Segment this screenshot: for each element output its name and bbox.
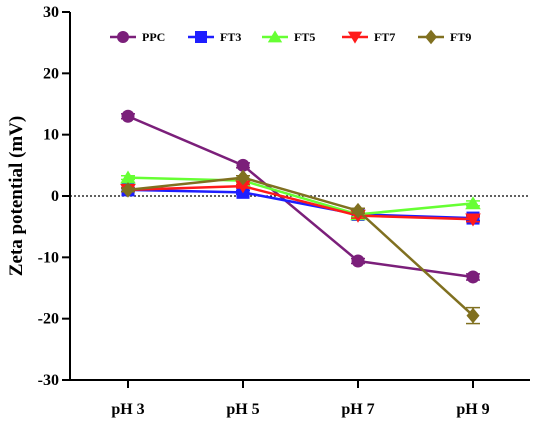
y-tick-label: 0 <box>51 188 59 205</box>
legend-label-ft9: FT9 <box>450 30 471 44</box>
legend-marker-ft5 <box>267 30 283 43</box>
series-ppc <box>121 109 480 284</box>
series-line-ft9 <box>127 176 474 317</box>
y-axis-title: Zeta potential (mV) <box>6 116 27 276</box>
y-tick-label: -30 <box>38 372 59 389</box>
series-layer <box>120 109 481 325</box>
legend-label-ft3: FT3 <box>220 30 241 44</box>
y-tick-label: -20 <box>38 311 59 328</box>
data-point-ft5 <box>465 196 481 210</box>
data-point-ft9 <box>351 202 365 219</box>
data-point-ft9 <box>466 307 480 324</box>
data-point-ft7 <box>235 180 251 194</box>
data-point-ft7 <box>465 213 481 227</box>
data-point-ppc <box>466 270 480 284</box>
y-tick-label: 10 <box>43 127 59 144</box>
axes: -30 -20 -10 0 10 20 30 pH 3 pH 5 pH 7 pH 9 <box>38 4 530 418</box>
data-point-ppc <box>351 254 365 268</box>
y-tick-label: -10 <box>38 249 59 266</box>
legend-item-ft7: FT7 <box>342 30 395 44</box>
legend-item-ft3: FT3 <box>188 30 241 44</box>
series-line-ppc <box>127 115 474 279</box>
legend-item-ft9: FT9 <box>418 29 471 45</box>
x-tick-label: pH 9 <box>456 401 489 418</box>
data-point-ppc <box>236 158 250 172</box>
legend-marker-ft9 <box>425 29 437 45</box>
series-line-ft5 <box>127 176 474 216</box>
data-point-ft9 <box>236 169 250 186</box>
legend-marker-ft3 <box>195 31 207 43</box>
legend-item-ft5: FT5 <box>262 30 315 44</box>
x-tick-label: pH 5 <box>226 401 259 418</box>
series-ft9 <box>121 169 480 325</box>
series-line-ft7 <box>127 184 474 221</box>
data-point-ft5 <box>120 170 136 184</box>
x-tick-label: pH 7 <box>341 401 374 418</box>
y-tick-label: 30 <box>43 4 59 21</box>
legend-label-ft5: FT5 <box>294 30 315 44</box>
data-point-ppc <box>121 109 135 123</box>
legend-item-ppc: PPC <box>110 30 165 44</box>
x-tick-label: pH 3 <box>111 401 144 418</box>
legend-label-ppc: PPC <box>142 30 165 44</box>
legend-label-ft7: FT7 <box>374 30 395 44</box>
legend-marker-ppc <box>117 31 129 43</box>
data-point-ft9 <box>121 182 135 198</box>
legend-marker-ft7 <box>347 31 363 44</box>
y-tick-label: 20 <box>43 65 59 82</box>
legend: PPC FT3 FT5 FT7 FT9 <box>110 29 471 45</box>
